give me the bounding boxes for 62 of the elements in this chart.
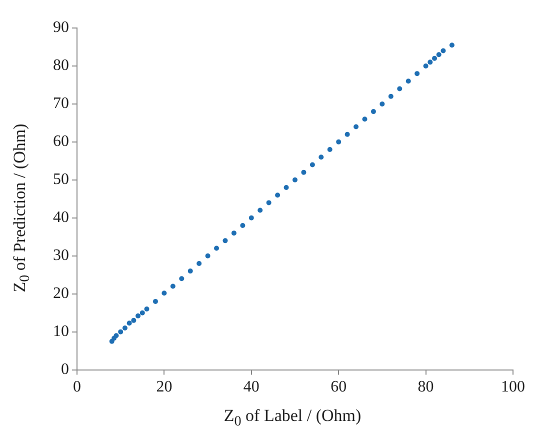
y-tick-label: 10 xyxy=(53,323,69,340)
point xyxy=(162,290,167,296)
point xyxy=(344,132,350,137)
point xyxy=(144,306,150,312)
x-tick-label: 0 xyxy=(73,378,81,396)
point xyxy=(126,320,132,326)
y-tick-label: 70 xyxy=(53,95,69,112)
point xyxy=(179,276,184,282)
point xyxy=(436,52,442,58)
x-tick-label: 60 xyxy=(330,378,347,396)
x-tick-label: 20 xyxy=(156,378,172,396)
point xyxy=(284,185,289,190)
point xyxy=(414,71,420,76)
y-tick-label: 60 xyxy=(53,133,69,150)
y-tick-label: 20 xyxy=(53,285,69,302)
point xyxy=(336,139,342,144)
point xyxy=(397,86,402,92)
point xyxy=(258,208,263,213)
point xyxy=(248,215,254,220)
point xyxy=(362,116,368,122)
point xyxy=(114,333,119,338)
y-tick-label: 90 xyxy=(53,19,69,36)
point xyxy=(449,42,454,48)
point xyxy=(118,329,124,334)
point xyxy=(240,222,246,228)
point xyxy=(292,177,298,182)
point xyxy=(380,101,385,106)
x-axis-title: Z$_{0}$ of Label / (Ohm) xyxy=(222,406,362,430)
x-tick-label: 40 xyxy=(243,378,260,396)
point xyxy=(440,48,446,54)
point xyxy=(188,268,193,274)
point xyxy=(423,63,428,68)
y-tick-label: 0 xyxy=(61,361,69,378)
point xyxy=(196,260,202,266)
point xyxy=(170,284,176,289)
point xyxy=(310,162,315,168)
point xyxy=(318,154,324,160)
y-tick-label: 30 xyxy=(53,247,69,264)
point xyxy=(140,310,145,316)
point xyxy=(152,298,158,304)
point xyxy=(428,60,433,65)
point xyxy=(301,170,306,175)
point xyxy=(131,318,136,323)
point xyxy=(136,313,141,318)
point xyxy=(231,230,236,236)
point xyxy=(406,78,411,84)
point xyxy=(354,124,359,130)
point xyxy=(266,200,272,206)
y-tick-label: 40 xyxy=(53,209,69,226)
point xyxy=(388,94,394,99)
x-tick-label: 100 xyxy=(501,378,525,396)
y-tick-label: 50 xyxy=(53,171,69,188)
y-tick-label: 80 xyxy=(53,57,69,74)
point xyxy=(432,56,438,61)
point xyxy=(275,192,280,198)
x-tick-label: 80 xyxy=(418,378,434,396)
point xyxy=(122,326,128,331)
point xyxy=(370,109,376,114)
point xyxy=(214,246,220,251)
point xyxy=(327,147,332,152)
point xyxy=(205,253,210,258)
point xyxy=(222,238,228,244)
